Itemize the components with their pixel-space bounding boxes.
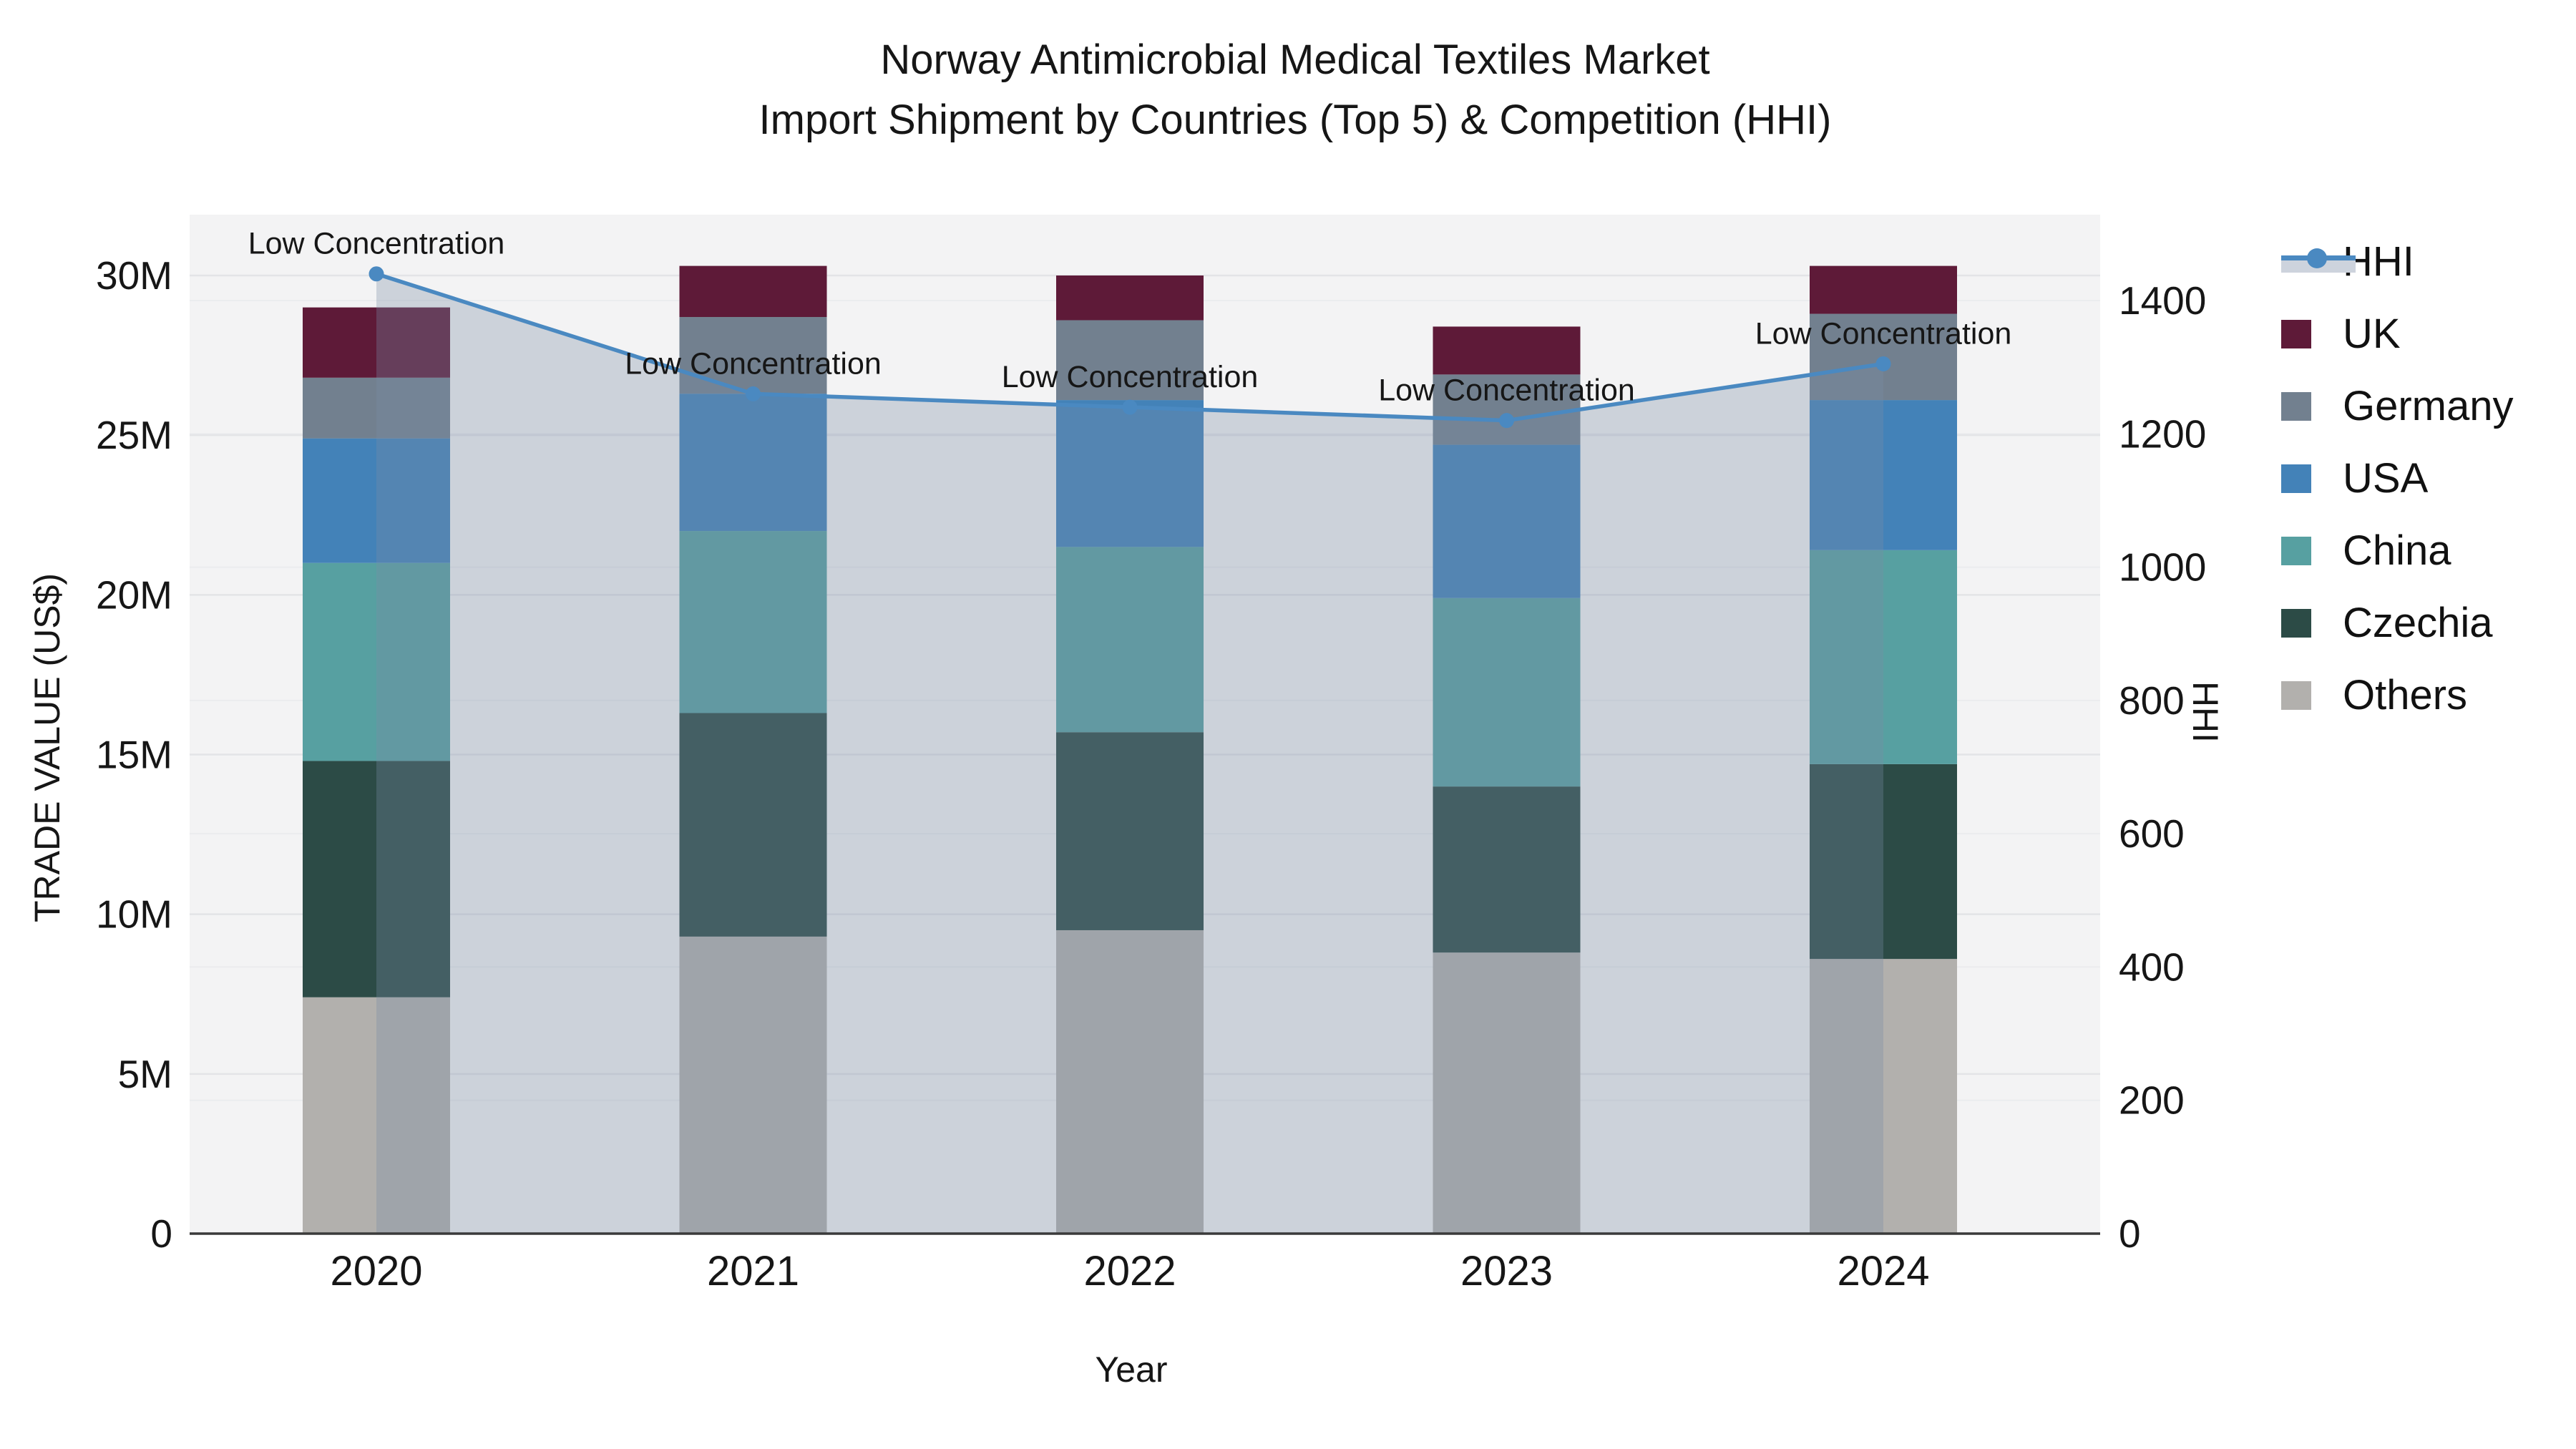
legend-swatch-china <box>2281 536 2311 565</box>
legend-swatch-germany <box>2281 391 2311 421</box>
legend-label-others: Others <box>2343 672 2468 718</box>
hhi-marker-2023[interactable] <box>1499 413 1514 429</box>
legend-swatch-others <box>2281 680 2311 710</box>
bar-segment-usa-2020[interactable] <box>303 438 450 563</box>
bar-segment-germany-2022[interactable] <box>1056 320 1204 401</box>
bar-segment-uk-2023[interactable] <box>1433 326 1581 375</box>
bar-segment-others-2020[interactable] <box>303 997 450 1234</box>
bar-segment-china-2020[interactable] <box>303 562 450 761</box>
bar-segment-china-2022[interactable] <box>1056 547 1204 733</box>
hhi-marker-2022[interactable] <box>1122 399 1138 415</box>
legend-item-germany[interactable]: Germany <box>2281 382 2514 430</box>
y-left-tick-20M: 20M <box>96 572 172 617</box>
bar-segment-china-2021[interactable] <box>679 531 827 713</box>
bar-segment-others-2022[interactable] <box>1056 930 1204 1234</box>
hhi-area-fill <box>376 273 1883 1234</box>
y-right-tick-0: 0 <box>2119 1211 2141 1256</box>
legend-item-china[interactable]: China <box>2281 527 2514 575</box>
bar-segment-czechia-2022[interactable] <box>1056 732 1204 930</box>
x-tick-2021: 2021 <box>707 1248 799 1294</box>
chart-title-line2: Import Shipment by Countries (Top 5) & C… <box>758 97 1832 144</box>
bar-segment-czechia-2021[interactable] <box>679 713 827 937</box>
x-tick-2023: 2023 <box>1460 1248 1553 1294</box>
hhi-marker-2020[interactable] <box>369 266 384 282</box>
bar-segment-usa-2022[interactable] <box>1056 400 1204 547</box>
legend-item-czechia[interactable]: Czechia <box>2281 599 2514 647</box>
legend-label-usa: USA <box>2343 455 2429 502</box>
x-tick-2024: 2024 <box>1837 1248 1929 1294</box>
bar-segment-czechia-2023[interactable] <box>1433 786 1581 953</box>
y-left-tick-10M: 10M <box>96 892 172 937</box>
bar-segment-china-2024[interactable] <box>1810 550 1957 764</box>
bar-segment-others-2021[interactable] <box>679 936 827 1234</box>
bar-segment-others-2023[interactable] <box>1433 952 1581 1234</box>
chart-title-line1: Norway Antimicrobial Medical Textiles Ma… <box>880 36 1710 83</box>
hhi-marker-2024[interactable] <box>1875 356 1891 371</box>
annotation-low-concentration-2021: Low Concentration <box>625 346 882 381</box>
annotation-low-concentration-2023: Low Concentration <box>1378 374 1635 408</box>
bar-segment-others-2024[interactable] <box>1810 959 1957 1234</box>
y-right-tick-200: 200 <box>2119 1078 2185 1123</box>
chart-title: Norway Antimicrobial Medical Textiles Ma… <box>0 30 2576 150</box>
legend-label-uk: UK <box>2343 311 2401 357</box>
hhi-marker-2021[interactable] <box>746 386 761 401</box>
y-left-tick-5M: 5M <box>118 1052 172 1096</box>
x-tick-2020: 2020 <box>330 1248 422 1294</box>
y-left-tick-15M: 15M <box>96 733 172 777</box>
bar-segment-uk-2020[interactable] <box>303 307 450 378</box>
legend-swatch-usa <box>2281 464 2311 493</box>
bar-segment-uk-2022[interactable] <box>1056 275 1204 321</box>
y-right-tick-600: 600 <box>2119 811 2185 856</box>
y-left-tick-0: 0 <box>150 1211 172 1256</box>
legend-item-uk[interactable]: UK <box>2281 310 2514 358</box>
legend-label-germany: Germany <box>2343 383 2514 429</box>
bar-segment-uk-2021[interactable] <box>679 265 827 318</box>
legend-item-usa[interactable]: USA <box>2281 454 2514 502</box>
x-axis-title: Year <box>1095 1350 1168 1390</box>
bar-segment-usa-2021[interactable] <box>679 394 827 532</box>
y-right-tick-1200: 1200 <box>2119 411 2206 456</box>
annotation-low-concentration-2020: Low Concentration <box>248 227 505 261</box>
bar-segment-usa-2023[interactable] <box>1433 444 1581 598</box>
legend-label-czechia: Czechia <box>2343 600 2493 646</box>
y-right-tick-1400: 1400 <box>2119 278 2206 323</box>
bar-segment-germany-2020[interactable] <box>303 377 450 439</box>
bar-segment-usa-2024[interactable] <box>1810 400 1957 550</box>
bar-segment-germany-2021[interactable] <box>679 317 827 394</box>
legend-swatch-uk <box>2281 319 2311 348</box>
legend-item-hhi[interactable]: HHI <box>2281 238 2514 286</box>
bar-segment-germany-2023[interactable] <box>1433 374 1581 445</box>
legend-item-others[interactable]: Others <box>2281 671 2514 719</box>
legend-label-china: China <box>2343 527 2451 574</box>
y-right-tick-1000: 1000 <box>2119 545 2206 590</box>
bar-segment-uk-2024[interactable] <box>1810 265 1957 314</box>
legend-swatch-czechia <box>2281 608 2311 638</box>
annotation-low-concentration-2022: Low Concentration <box>1002 360 1259 394</box>
y-right-tick-800: 800 <box>2119 678 2185 723</box>
legend: HHI UK Germany USA China Czechia Others <box>2281 238 2514 719</box>
y-right-tick-400: 400 <box>2119 945 2185 989</box>
bar-segment-czechia-2020[interactable] <box>303 761 450 997</box>
annotation-low-concentration-2024: Low Concentration <box>1755 316 2012 351</box>
bar-segment-china-2023[interactable] <box>1433 597 1581 787</box>
bar-segment-czechia-2024[interactable] <box>1810 763 1957 960</box>
hhi-line-swatch-icon <box>2281 248 2356 275</box>
y-left-tick-30M: 30M <box>96 253 172 298</box>
x-tick-2022: 2022 <box>1083 1248 1176 1294</box>
y-left-tick-25M: 25M <box>96 413 172 457</box>
